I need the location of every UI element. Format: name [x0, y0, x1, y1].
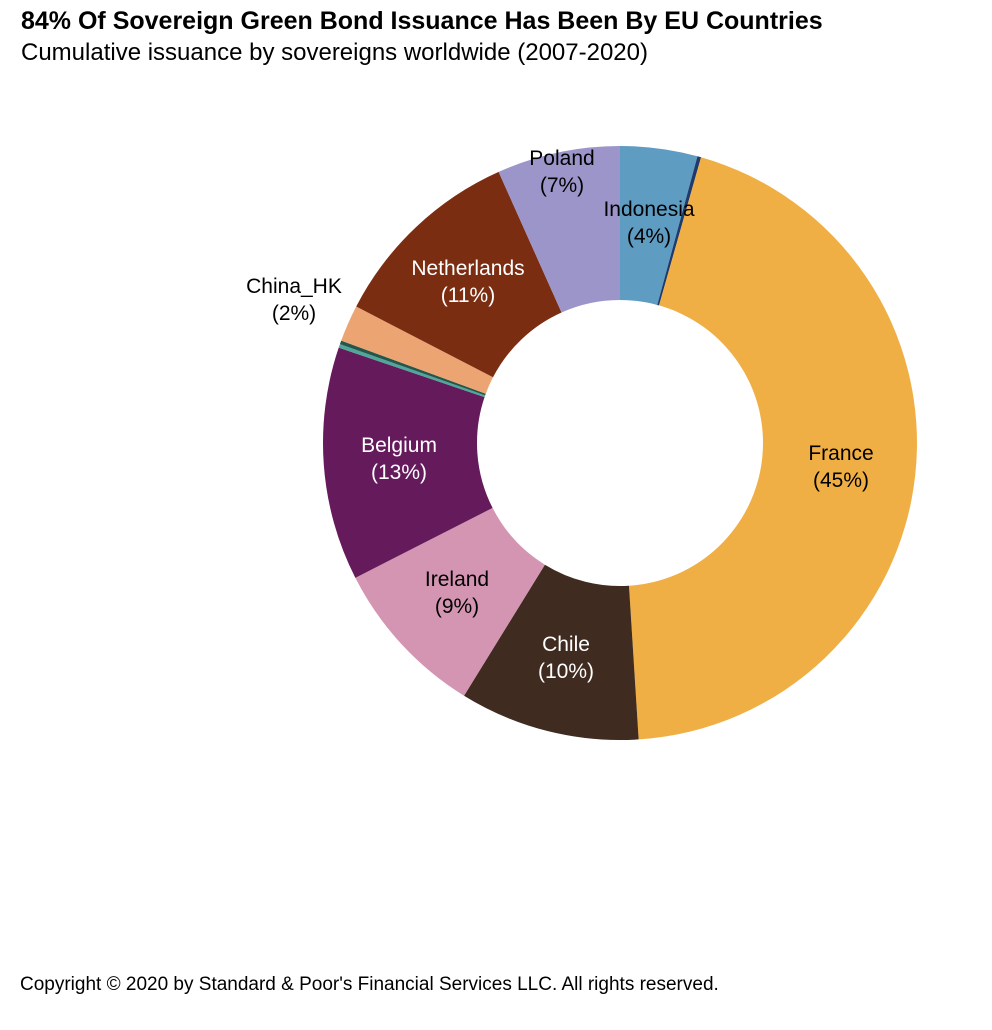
- chart-subtitle: Cumulative issuance by sovereigns worldw…: [21, 39, 648, 66]
- donut-segment-ireland: [355, 507, 545, 696]
- copyright-notice: Copyright © 2020 by Standard & Poor's Fi…: [20, 974, 719, 995]
- donut-segment-sliver-7: [339, 340, 486, 396]
- donut-segment-china-hk: [341, 306, 493, 394]
- donut-segment-netherlands: [356, 171, 562, 378]
- donut-segment-indonesia: [620, 146, 698, 305]
- donut-segment-sliver-1: [657, 156, 702, 306]
- donut-segment-france: [628, 157, 917, 740]
- donut-segment-sliver-6: [338, 344, 486, 398]
- chart-title: 84% Of Sovereign Green Bond Issuance Has…: [21, 7, 823, 35]
- donut-segment-belgium: [322, 347, 493, 578]
- donut-segment-chile: [464, 564, 639, 740]
- donut-segment-poland: [498, 146, 620, 313]
